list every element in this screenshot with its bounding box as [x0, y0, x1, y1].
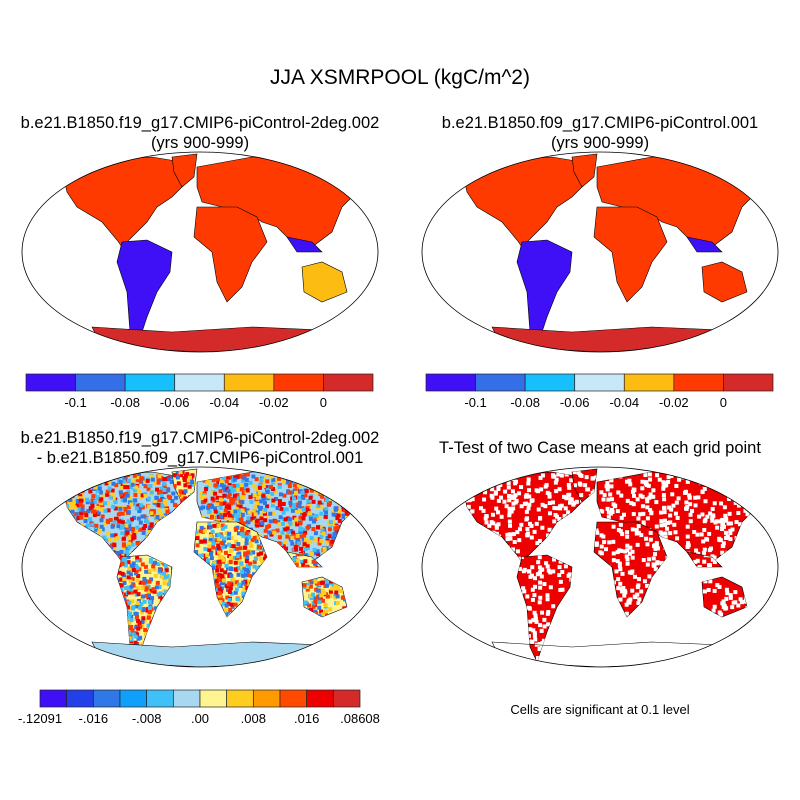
map-panel-4 [421, 466, 779, 668]
colorbar-diff-box [39, 689, 68, 708]
colorbar-top-2-label: -0.02 [659, 395, 689, 410]
colorbar-top-2-box [623, 373, 675, 392]
colorbar-diff [39, 689, 361, 708]
colorbar-diff-box [332, 689, 361, 708]
panel-4-title-line1: T-Test of two Case means at each grid po… [439, 439, 761, 457]
map-outline [21, 151, 379, 353]
region-south-america [516, 239, 573, 348]
region-africa [593, 206, 668, 303]
panel-1-title-line1: b.e21.B1850.f19_g17.CMIP6-piControl-2deg… [20, 114, 380, 132]
colorbar-top-1-label: 0 [319, 395, 328, 410]
main-title: JJA XSMRPOOL (kgC/m^2) [270, 66, 530, 89]
panel-3-title: b.e21.B1850.f19_g17.CMIP6-piControl-2deg… [0, 428, 400, 468]
colorbar-diff-box [92, 689, 121, 708]
panel-1-title-line2: (yrs 900-999) [150, 134, 250, 152]
region-indonesia [686, 236, 723, 253]
colorbar-diff-box [146, 689, 174, 708]
map-outline [421, 466, 779, 668]
colorbar-top-1-label: -0.06 [159, 395, 190, 410]
colorbar-diff-box [199, 689, 228, 708]
panel-1-title: b.e21.B1850.f19_g17.CMIP6-piControl-2deg… [0, 113, 400, 153]
map-panel-1 [21, 151, 379, 353]
colorbar-diff-label: -.008 [131, 711, 162, 726]
map-panel-2 [421, 151, 779, 353]
colorbar-diff-label: .08608 [340, 711, 380, 726]
colorbar-top-2-label: -0.08 [510, 395, 540, 410]
colorbar-top-2-label: -0.04 [609, 395, 640, 410]
colorbar-top-2 [425, 373, 774, 392]
colorbar-top-2-label: -0.1 [464, 395, 487, 410]
significance-note: Cells are significant at 0.1 level [510, 702, 690, 717]
colorbar-top-2-label: 0 [719, 395, 728, 410]
colorbar-top-2-box [475, 373, 526, 392]
colorbar-top-2-label: -0.06 [559, 395, 590, 410]
colorbar-top-1-box [124, 373, 176, 392]
colorbar-diff-box [306, 689, 334, 708]
colorbar-diff-box [226, 689, 254, 708]
region-north-america [61, 156, 188, 248]
colorbar-top-1-box [273, 373, 324, 392]
colorbar-top-2-box [425, 373, 476, 392]
colorbar-top-1-box [323, 373, 374, 392]
region-south-america [116, 239, 173, 348]
colorbar-top-1-box [75, 373, 126, 392]
colorbar-top-1-box [174, 373, 225, 392]
colorbar-diff-box [172, 689, 201, 708]
region-greenland [571, 153, 598, 188]
map-panel-3 [21, 466, 379, 668]
colorbar-diff-box [119, 689, 148, 708]
panel-2-title-line2: (yrs 900-999) [550, 134, 650, 152]
colorbar-diff-box [279, 689, 308, 708]
colorbar-top-2-box [723, 373, 774, 392]
colorbar-top-1-label: -0.02 [259, 395, 289, 410]
panel-4-title: T-Test of two Case means at each grid po… [400, 438, 800, 458]
region-australia [701, 261, 748, 303]
colorbar-top-1-box [223, 373, 275, 392]
colorbar-diff-label: -.12091 [17, 711, 63, 726]
colorbar-diff-label: .00 [190, 711, 210, 726]
colorbar-diff-box [252, 689, 281, 708]
colorbar-top-1-box [25, 373, 76, 392]
colorbar-diff-label: .008 [240, 711, 266, 726]
region-africa [193, 206, 268, 303]
colorbar-top-1-label: -0.04 [209, 395, 240, 410]
colorbar-top-1 [25, 373, 374, 392]
colorbar-top-2-box [524, 373, 576, 392]
colorbar-top-2-box [574, 373, 625, 392]
panel-3-title-line2: - b.e21.B1850.f09_g17.CMIP6-piControl.00… [36, 449, 364, 467]
panel-2-title-line1: b.e21.B1850.f09_g17.CMIP6-piControl.001 [441, 114, 759, 132]
region-north-america [461, 156, 588, 248]
region-greenland [171, 153, 198, 188]
colorbar-diff-box [66, 689, 94, 708]
panel-3-title-line1: b.e21.B1850.f19_g17.CMIP6-piControl-2deg… [20, 429, 380, 447]
region-australia [301, 261, 348, 303]
colorbar-diff-label: -.016 [78, 711, 109, 726]
region-indonesia [286, 236, 323, 253]
colorbar-top-1-label: -0.1 [64, 395, 87, 410]
map-outline [21, 466, 379, 668]
colorbar-top-2-box [673, 373, 724, 392]
map-outline [421, 151, 779, 353]
panel-2-title: b.e21.B1850.f09_g17.CMIP6-piControl.001 … [400, 113, 800, 153]
colorbar-diff-label: .016 [294, 711, 320, 726]
colorbar-top-1-label: -0.08 [110, 395, 140, 410]
